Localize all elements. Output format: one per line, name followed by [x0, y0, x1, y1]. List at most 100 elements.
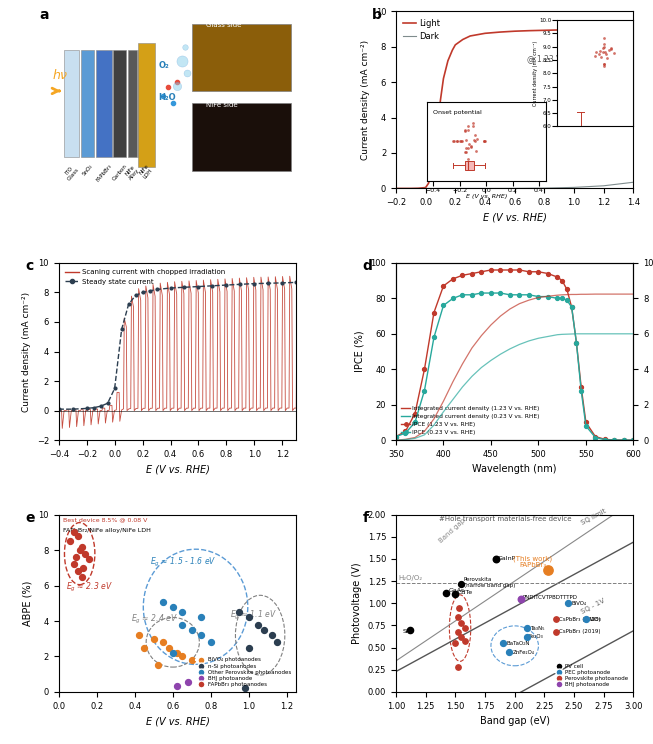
Text: CdTe: CdTe	[458, 590, 473, 595]
Text: NiFe
Alloy: NiFe Alloy	[124, 164, 141, 181]
Point	[515, 593, 526, 605]
Point	[563, 597, 573, 609]
Text: ITO
Glass: ITO Glass	[62, 164, 80, 182]
Light	[430, 149, 438, 158]
Point	[453, 611, 463, 623]
Light	[570, 25, 578, 34]
Light	[629, 25, 637, 33]
Point	[196, 612, 206, 623]
Text: FAPbBr₃: FAPbBr₃	[519, 562, 546, 568]
Point	[177, 650, 187, 662]
Text: GaInP: GaInP	[498, 556, 517, 560]
Text: NiFe side: NiFe side	[206, 102, 238, 108]
Point	[164, 641, 174, 653]
Light	[424, 179, 432, 187]
Point	[450, 637, 460, 649]
Text: BaTaO₂N: BaTaO₂N	[506, 641, 530, 646]
FancyBboxPatch shape	[82, 50, 95, 156]
Point	[76, 541, 87, 553]
Text: E$_g$ ≈ 1.5 - 1.6 eV: E$_g$ ≈ 1.5 - 1.6 eV	[150, 556, 216, 568]
Text: SnO₂: SnO₂	[82, 164, 94, 177]
Point	[168, 647, 178, 659]
Text: SQ - 1V: SQ - 1V	[580, 597, 606, 615]
Legend: Light, Dark: Light, Dark	[400, 16, 443, 44]
Point	[244, 612, 254, 623]
Point	[498, 637, 508, 649]
Light	[555, 25, 563, 34]
Text: E$_g$ ≈ 2.4 eV: E$_g$ ≈ 2.4 eV	[131, 612, 178, 626]
Legend: Integrated current density (1.23 V vs. RHE), Integrated current density (0.23 V : Integrated current density (1.23 V vs. R…	[399, 403, 542, 437]
Text: Fe₂O₃: Fe₂O₃	[529, 635, 544, 639]
Light	[526, 26, 534, 35]
X-axis label: E (V vs. RHE): E (V vs. RHE)	[483, 213, 547, 222]
Text: Band gap: Band gap	[438, 517, 466, 544]
Y-axis label: Current density (mA cm⁻²): Current density (mA cm⁻²)	[22, 292, 31, 411]
Legend: PV cell, PEC photoanode, Perovskite photoanode, BHJ photoanode: PV cell, PEC photoanode, Perovskite phot…	[551, 661, 631, 689]
Light	[511, 27, 518, 36]
Point	[152, 659, 163, 671]
Point	[521, 631, 532, 643]
Point	[551, 613, 562, 625]
Dark	[511, 184, 518, 193]
Text: c: c	[25, 260, 34, 273]
Point	[456, 617, 466, 629]
Light	[414, 184, 422, 193]
Point	[490, 553, 501, 565]
Dark	[422, 184, 430, 193]
Point	[84, 553, 95, 565]
Point	[177, 618, 187, 630]
Dark	[570, 183, 578, 192]
Text: FAPbBr₃: FAPbBr₃	[95, 164, 112, 183]
Point	[405, 624, 415, 636]
Point	[521, 622, 532, 634]
Text: E$_g$ ≈ 1.1 eV: E$_g$ ≈ 1.1 eV	[230, 609, 276, 622]
Dark	[481, 184, 489, 193]
Point	[171, 647, 182, 659]
Text: CsPbBr₃ (2023): CsPbBr₃ (2023)	[558, 617, 600, 622]
Text: H₂O: H₂O	[159, 93, 176, 102]
Point	[456, 578, 466, 590]
Y-axis label: ABPE (%): ABPE (%)	[23, 580, 33, 626]
Point	[450, 589, 460, 600]
Point	[78, 562, 89, 574]
FancyBboxPatch shape	[192, 103, 291, 170]
Line: Light: Light	[396, 29, 633, 188]
Point	[453, 626, 463, 638]
Point	[158, 636, 168, 648]
Point	[253, 618, 263, 630]
Dark	[629, 178, 637, 187]
Point	[72, 530, 83, 542]
Light	[459, 35, 467, 44]
Y-axis label: Photovoltage (V): Photovoltage (V)	[352, 562, 362, 644]
Text: WO₃: WO₃	[590, 617, 601, 622]
X-axis label: Wavelength (nm): Wavelength (nm)	[472, 464, 557, 475]
Point	[272, 636, 283, 648]
Text: SQ limit: SQ limit	[580, 508, 607, 526]
Point	[183, 676, 193, 688]
FancyBboxPatch shape	[138, 50, 153, 156]
Point	[158, 595, 168, 607]
Light	[585, 25, 593, 34]
Text: a: a	[40, 7, 49, 22]
Point	[234, 606, 244, 618]
FancyBboxPatch shape	[63, 50, 79, 156]
Point	[139, 641, 150, 653]
Text: FAPbBr₂/NiFe alloy/NiFe LDH: FAPbBr₂/NiFe alloy/NiFe LDH	[63, 528, 150, 533]
Point	[543, 564, 553, 576]
Light	[422, 183, 430, 192]
Text: H₂O/O₂: H₂O/O₂	[398, 575, 422, 581]
Dark	[600, 182, 608, 190]
Light	[481, 29, 489, 38]
Text: E$_g$ ≈ 2.3 eV: E$_g$ ≈ 2.3 eV	[67, 580, 113, 594]
FancyBboxPatch shape	[114, 50, 127, 156]
Point	[187, 624, 197, 636]
Light	[466, 31, 474, 40]
Point	[69, 527, 79, 539]
Light	[541, 26, 549, 35]
Point	[551, 626, 562, 638]
Text: Perovskita
(narrow band gap): Perovskita (narrow band gap)	[464, 577, 515, 589]
Point	[460, 635, 470, 647]
Point	[206, 636, 216, 648]
Point	[460, 622, 470, 634]
Line: Dark: Dark	[396, 182, 633, 188]
